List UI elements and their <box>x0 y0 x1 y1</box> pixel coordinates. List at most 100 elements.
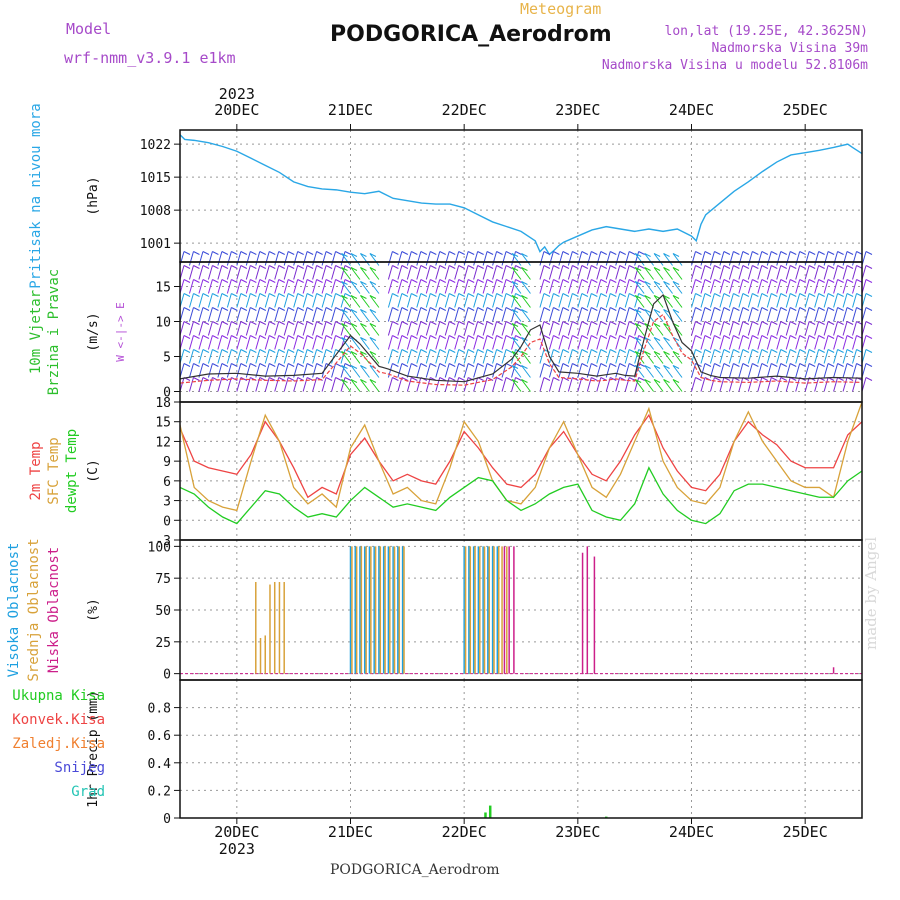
wind-barb <box>663 253 673 266</box>
y-tick-label: 1015 <box>140 171 171 186</box>
wind-barb <box>492 349 498 364</box>
wind-barb <box>738 363 744 378</box>
wind-barb <box>482 363 488 378</box>
wind-barb <box>416 265 422 280</box>
wind-barb-flag <box>259 335 267 339</box>
day-label-bottom: 25DEC <box>783 823 828 841</box>
y-tick-label: 1008 <box>140 204 171 219</box>
wind-barb-flag <box>250 251 257 255</box>
wind-barb <box>586 279 592 294</box>
wind-barb-flag <box>344 377 352 381</box>
wind-barb-flag <box>193 293 200 297</box>
wind-barb <box>454 321 460 336</box>
wind-barb-flag <box>543 265 551 269</box>
wind-barb-flag <box>628 377 636 381</box>
wind-barb-flag <box>714 307 721 311</box>
wind-barb <box>567 321 573 336</box>
wind-barb <box>747 335 753 350</box>
wind-barb <box>482 321 488 336</box>
wind-barb <box>435 363 441 378</box>
wind-barb-flag <box>704 293 712 297</box>
wind-barb <box>700 349 706 364</box>
wind-barb <box>823 377 829 392</box>
wind-barb-flag <box>458 279 465 283</box>
wind-barb <box>728 307 734 322</box>
wind-barb-flag <box>761 363 769 367</box>
wind-barb-flag <box>837 321 844 325</box>
wind-barb <box>321 377 327 392</box>
wind-barb-flag <box>392 363 399 367</box>
wind-barb-flag <box>430 321 437 325</box>
wind-barb-flag <box>818 307 825 311</box>
wind-barb <box>747 307 753 322</box>
wind-barb-flag <box>193 349 200 353</box>
wind-barb-flag <box>335 293 342 297</box>
wind-barb-flag <box>600 307 608 311</box>
wind-barb <box>634 309 645 322</box>
wind-barb-flag <box>193 307 200 311</box>
wind-barb <box>444 279 450 294</box>
wind-barb-flag <box>733 293 740 297</box>
wind-barb <box>615 377 621 392</box>
wind-barb <box>691 363 696 378</box>
wind-barb-flag <box>439 321 446 325</box>
y-axis-label: (%) <box>86 598 101 621</box>
wind-barb-flag <box>771 293 778 297</box>
wind-barb <box>492 321 498 336</box>
wind-barb-flag <box>562 349 570 353</box>
wind-barb <box>264 293 270 308</box>
day-label-bottom: 23DEC <box>555 823 600 841</box>
wind-barb-flag <box>335 363 342 367</box>
wind-barb <box>245 265 251 280</box>
wind-barb <box>226 279 232 294</box>
wind-barb <box>795 363 801 378</box>
wind-barb-flag <box>865 335 873 339</box>
wind-barb <box>663 309 673 322</box>
wind-barb <box>463 307 469 322</box>
wind-barb-flag <box>865 307 873 311</box>
wind-barb <box>663 295 673 308</box>
wind-barb <box>473 307 479 322</box>
wind-barb-flag <box>628 279 636 283</box>
wind-barb <box>331 321 337 336</box>
wind-barb-flag <box>780 335 787 339</box>
wind-barb-flag <box>733 335 740 339</box>
wind-barb-flag <box>392 307 399 311</box>
wind-barb <box>293 293 299 308</box>
wind-barb-flag <box>183 307 191 311</box>
wind-barb-flag <box>496 335 503 339</box>
wind-barb-flag <box>628 349 636 353</box>
wind-barb-flag <box>553 335 560 339</box>
wind-barb-flag <box>486 377 494 381</box>
wind-barb <box>672 253 683 266</box>
wind-barb <box>245 307 251 322</box>
wind-barb <box>615 349 621 364</box>
wind-barb <box>435 265 441 280</box>
wind-barb <box>795 349 801 364</box>
wind-barb <box>511 335 517 350</box>
wind-barb <box>226 335 232 350</box>
wind-barb-flag <box>714 335 721 339</box>
wind-barb <box>691 251 696 266</box>
wind-barb <box>719 349 725 364</box>
wind-barb <box>663 281 673 294</box>
wind-barb-flag <box>360 253 367 257</box>
wind-barb <box>738 279 744 294</box>
wind-barb-flag <box>827 265 835 269</box>
wind-barb-flag <box>600 279 608 283</box>
wind-barb-flag <box>269 363 276 367</box>
wind-barb-flag <box>638 279 645 283</box>
wind-barb-flag <box>619 349 626 353</box>
wind-barb-flag <box>369 337 377 341</box>
wind-barb <box>435 349 441 364</box>
wind-barb-flag <box>723 349 731 353</box>
wind-barb <box>340 293 346 308</box>
wind-barb <box>360 365 370 378</box>
wind-barb <box>397 293 403 308</box>
wind-barb-flag <box>486 279 494 283</box>
wind-barb-flag <box>439 363 446 367</box>
wind-barb <box>217 377 223 392</box>
wind-barb <box>795 307 801 322</box>
wind-barb-flag <box>761 335 769 339</box>
wind-barb-flag <box>846 307 854 311</box>
